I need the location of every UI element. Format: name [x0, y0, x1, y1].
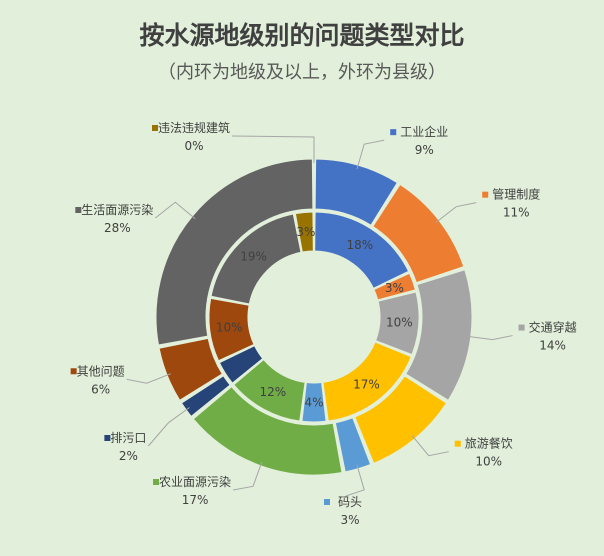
leader-line-0 — [356, 139, 385, 170]
inner-slice-8 — [210, 213, 302, 305]
outer-data-label-6: 2% — [119, 449, 138, 463]
legend-swatch-0 — [390, 129, 397, 136]
outer-data-label-2: 14% — [539, 339, 566, 353]
leader-line-3 — [411, 435, 449, 457]
chart-title: 按水源地级别的问题类型对比 — [139, 21, 465, 50]
outer-slice-7 — [158, 337, 223, 401]
inner-slice-7 — [208, 297, 255, 362]
inner-data-label-1: 3% — [385, 281, 404, 295]
inner-slice-5 — [233, 358, 306, 422]
outer-slice-0 — [314, 158, 398, 226]
outer-slice-1 — [372, 183, 465, 284]
legend-swatch-4 — [324, 499, 330, 505]
outer-slice-3 — [354, 375, 448, 464]
inner-data-label-8: 19% — [240, 250, 267, 264]
leader-line-1 — [435, 202, 477, 224]
outer-data-label-3: 10% — [475, 455, 502, 469]
outer-slice-2 — [405, 269, 473, 401]
leader-line-8 — [154, 201, 196, 220]
leader-line-5 — [232, 461, 263, 491]
legend-swatch-6 — [104, 435, 111, 441]
outer-data-label-9: 0% — [184, 139, 203, 153]
outer-slice-8 — [155, 158, 314, 346]
outer-data-label-0: 9% — [415, 143, 434, 157]
inner-slice-1 — [373, 272, 417, 301]
inner-data-label-7: 10% — [216, 321, 243, 335]
leader-line-7 — [126, 373, 171, 384]
outer-data-label-5: 17% — [182, 493, 209, 507]
outer-data-label-7: 6% — [91, 382, 110, 396]
category-label-8: 生活面源污染 — [81, 202, 153, 217]
category-label-1: 管理制度 — [492, 187, 540, 202]
legend-swatch-1 — [482, 191, 489, 198]
legend-swatch-9 — [152, 125, 158, 131]
legend-swatch-5 — [153, 479, 160, 485]
legend-swatch-8 — [75, 207, 82, 213]
outer-slice-6 — [180, 375, 231, 418]
legend-swatch-7 — [70, 368, 77, 375]
leader-line-9 — [231, 135, 315, 163]
category-label-0: 工业企业 — [400, 124, 448, 139]
outer-data-label-4: 3% — [340, 513, 359, 527]
legend-swatch-3 — [454, 440, 461, 447]
leader-line-6 — [147, 407, 190, 447]
inner-slice-2 — [374, 291, 420, 356]
outer-data-label-1: 11% — [503, 206, 530, 220]
inner-data-label-2: 10% — [386, 315, 413, 329]
inner-slice-9 — [294, 211, 314, 253]
chart-subtitle: （内环为地级及以上，外环为县级） — [158, 62, 446, 83]
legend-swatch-2 — [518, 324, 525, 331]
inner-data-label-4: 4% — [304, 396, 323, 410]
category-label-5: 农业面源污染 — [159, 474, 231, 489]
category-label-3: 旅游餐饮 — [465, 436, 513, 451]
inner-data-label-9: 3% — [296, 225, 315, 239]
inner-data-label-3: 17% — [353, 378, 380, 392]
leader-line-2 — [466, 335, 513, 341]
outer-slice-5 — [192, 386, 343, 476]
outer-slice-4 — [334, 417, 372, 473]
category-label-4: 码头 — [338, 495, 362, 509]
inner-data-label-5: 12% — [259, 385, 286, 399]
leader-line-4 — [345, 464, 365, 497]
category-label-9: 违法违规建筑 — [158, 120, 230, 135]
outer-data-label-8: 28% — [104, 221, 131, 235]
inner-slice-0 — [314, 211, 410, 289]
category-label-2: 交通穿越 — [529, 320, 577, 335]
inner-data-label-0: 18% — [346, 238, 373, 252]
inner-slice-4 — [301, 382, 327, 423]
inner-slice-3 — [322, 341, 412, 422]
category-label-7: 其他问题 — [77, 364, 125, 378]
inner-slice-6 — [218, 345, 264, 384]
category-label-6: 排污口 — [110, 431, 146, 445]
